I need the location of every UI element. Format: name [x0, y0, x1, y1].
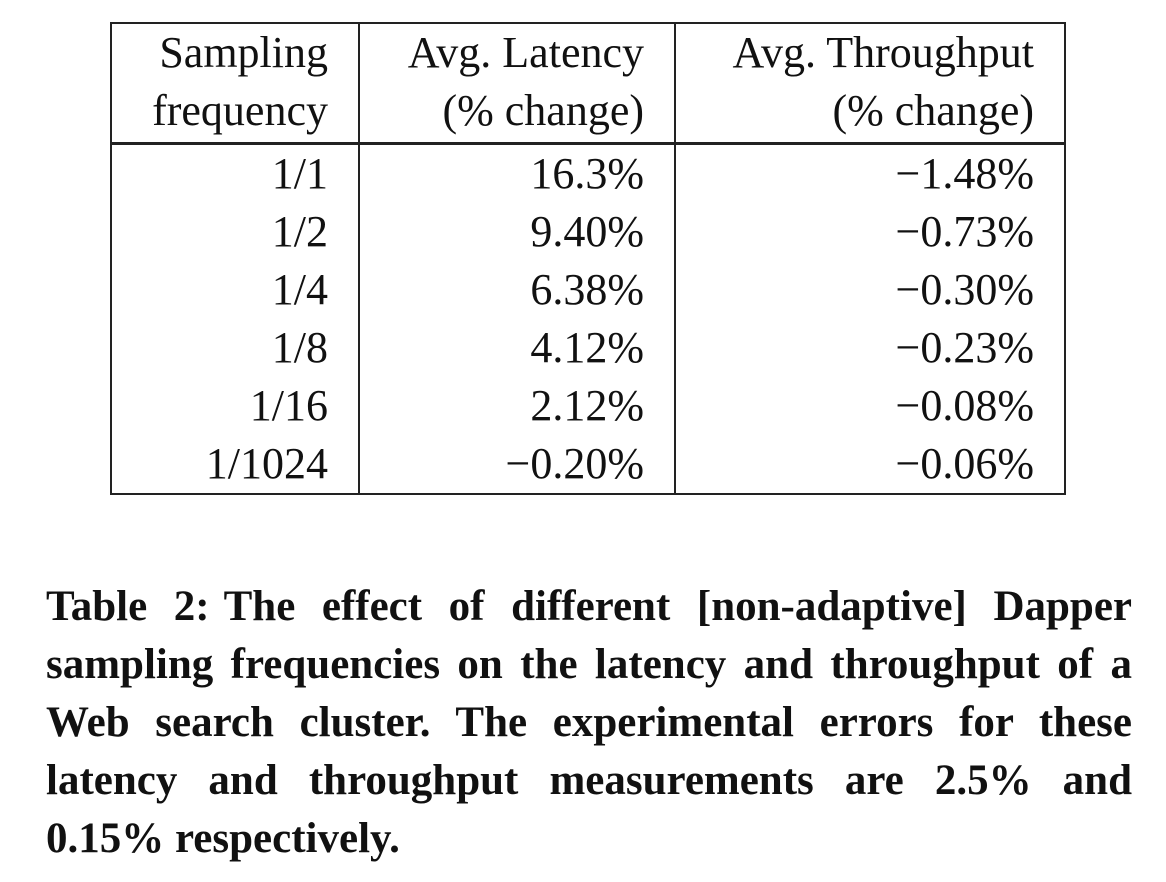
table-header: Sampling frequency Avg. Latency (% chang…: [110, 23, 1066, 145]
cell-avg-throughput: −0.30%: [674, 261, 1066, 319]
cell-avg-latency: 9.40%: [358, 203, 676, 261]
table-body: 1/1 16.3% −1.48% 1/2 9.40% −0.73% 1/4 6.…: [110, 143, 1066, 494]
header-avg-throughput: Avg. Throughput (% change): [674, 23, 1066, 145]
cell-avg-throughput: −1.48%: [674, 143, 1066, 203]
cell-avg-latency: −0.20%: [358, 435, 676, 494]
table-row: 1/1024 −0.20% −0.06%: [110, 435, 1066, 494]
table-row: 1/1 16.3% −1.48%: [110, 143, 1066, 203]
header-line: frequency: [152, 86, 328, 135]
table-row: 1/8 4.12% −0.23%: [110, 319, 1066, 377]
cell-sampling-frequency: 1/2: [110, 203, 360, 261]
cell-avg-latency: 2.12%: [358, 377, 676, 435]
results-table: Sampling frequency Avg. Latency (% chang…: [110, 22, 1066, 495]
header-line: Sampling: [159, 28, 328, 77]
cell-avg-latency: 6.38%: [358, 261, 676, 319]
header-line: (% change): [442, 86, 644, 135]
cell-avg-throughput: −0.06%: [674, 435, 1066, 494]
cell-avg-throughput: −0.73%: [674, 203, 1066, 261]
cell-sampling-frequency: 1/1024: [110, 435, 360, 494]
cell-sampling-frequency: 1/16: [110, 377, 360, 435]
cell-avg-latency: 16.3%: [358, 143, 676, 203]
table-caption: Table 2: The effect of different [non-ada…: [46, 578, 1132, 868]
caption-text: The effect of different [non-adaptive] D…: [46, 583, 1132, 862]
results-table-container: Sampling frequency Avg. Latency (% chang…: [110, 22, 1066, 495]
caption-label: Table 2:: [46, 583, 210, 630]
header-row: Sampling frequency Avg. Latency (% chang…: [110, 23, 1066, 145]
table-row: 1/4 6.38% −0.30%: [110, 261, 1066, 319]
cell-avg-throughput: −0.23%: [674, 319, 1066, 377]
header-line: (% change): [832, 86, 1034, 135]
cell-sampling-frequency: 1/1: [110, 143, 360, 203]
cell-sampling-frequency: 1/4: [110, 261, 360, 319]
table-row: 1/16 2.12% −0.08%: [110, 377, 1066, 435]
cell-avg-throughput: −0.08%: [674, 377, 1066, 435]
header-avg-latency: Avg. Latency (% change): [358, 23, 676, 145]
header-line: Avg. Latency: [407, 28, 644, 77]
cell-sampling-frequency: 1/8: [110, 319, 360, 377]
cell-avg-latency: 4.12%: [358, 319, 676, 377]
table-row: 1/2 9.40% −0.73%: [110, 203, 1066, 261]
header-sampling-frequency: Sampling frequency: [110, 23, 360, 145]
header-line: Avg. Throughput: [732, 28, 1034, 77]
